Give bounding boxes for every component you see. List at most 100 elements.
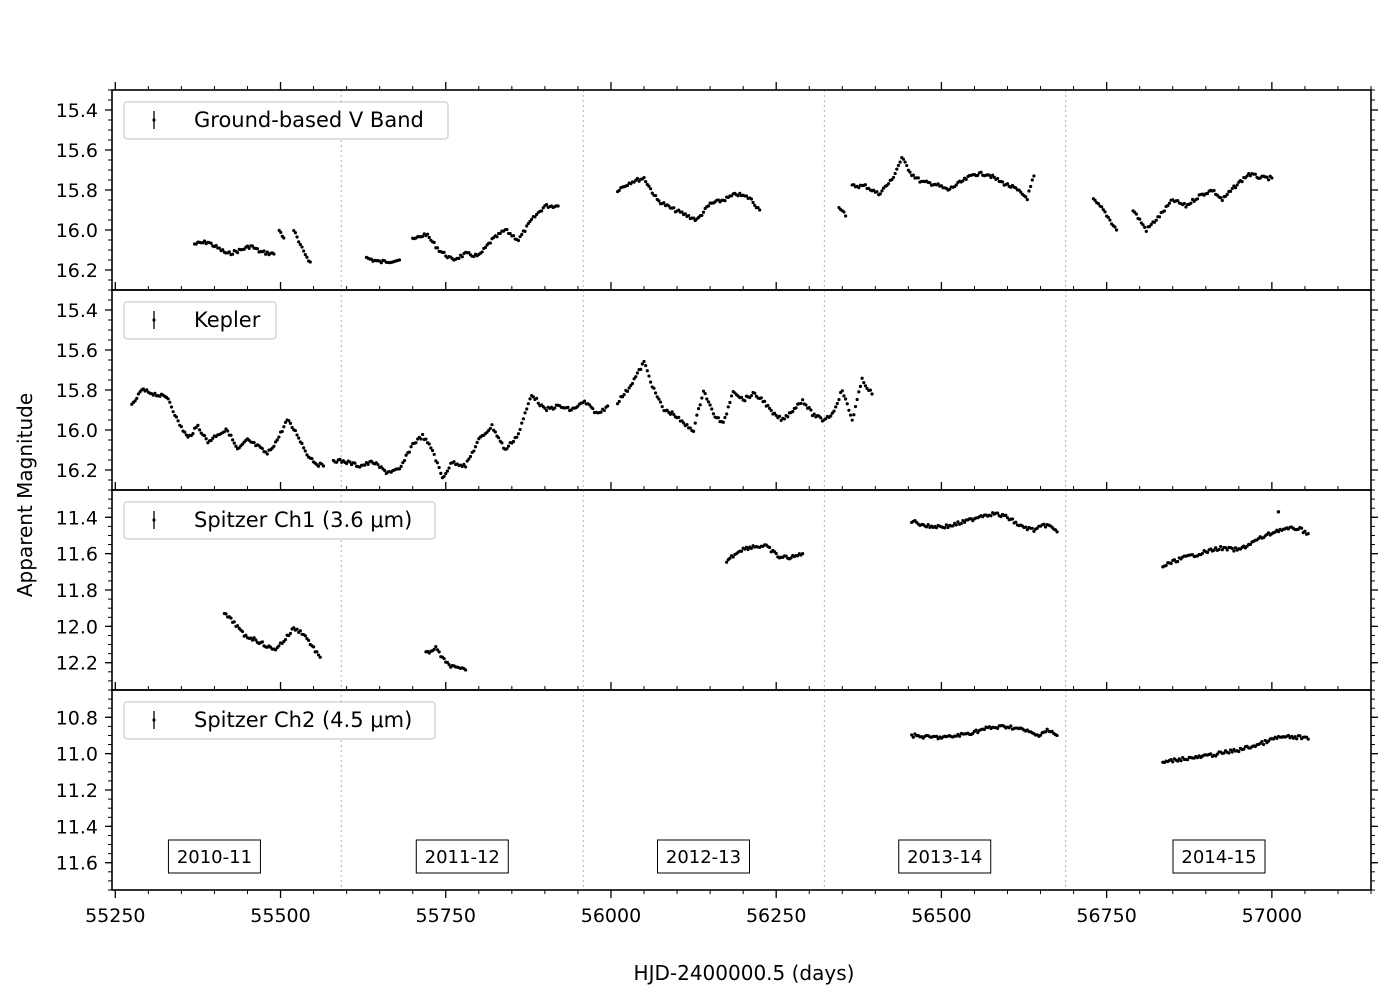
data-point (744, 545, 749, 549)
data-point (1030, 178, 1034, 182)
data-point (847, 408, 851, 412)
data-point (1000, 180, 1005, 184)
legend-point-marker (152, 718, 156, 722)
data-point (442, 250, 446, 255)
data-point (1114, 228, 1119, 232)
y-tick-label: 16.0 (56, 420, 98, 442)
data-point (615, 402, 620, 406)
series-points (130, 359, 874, 480)
data-point (1005, 182, 1010, 186)
data-point (756, 205, 760, 210)
data-point (425, 232, 430, 236)
data-point (746, 547, 750, 552)
data-point (1189, 201, 1193, 205)
data-point (234, 444, 238, 448)
data-point (868, 388, 872, 392)
x-tick-label: 56750 (1076, 905, 1136, 927)
data-point (706, 400, 711, 404)
y-tick-label: 15.8 (56, 380, 98, 402)
data-point (1248, 542, 1252, 547)
data-point (202, 434, 207, 438)
data-point (1298, 734, 1302, 738)
x-tick-label: 55250 (85, 905, 145, 927)
data-point (202, 239, 207, 243)
data-point (956, 520, 960, 524)
data-point (845, 402, 849, 406)
data-point (857, 186, 861, 190)
data-point (834, 405, 838, 409)
data-point (505, 227, 509, 232)
data-point (442, 656, 446, 661)
y-tick-label: 11.6 (56, 544, 98, 566)
data-point (209, 241, 213, 245)
data-point (227, 250, 231, 254)
data-point (862, 381, 866, 385)
y-tick-label: 10.8 (56, 707, 98, 729)
data-point (153, 391, 157, 395)
data-point (819, 416, 823, 420)
data-point (1106, 215, 1110, 219)
data-point (292, 626, 296, 630)
data-point (1220, 198, 1224, 203)
data-point (191, 432, 195, 436)
data-point (1222, 751, 1226, 755)
data-point (430, 448, 435, 453)
data-point (739, 395, 744, 399)
data-point (625, 183, 630, 188)
data-point (591, 407, 595, 411)
x-axis-title: HJD-2400000.5 (days) (634, 961, 855, 985)
data-point (255, 247, 259, 251)
data-point (442, 474, 446, 479)
data-point (976, 731, 980, 735)
data-point (645, 369, 649, 373)
data-point (1232, 549, 1236, 553)
data-point (688, 426, 692, 430)
data-point (497, 436, 501, 440)
data-point (700, 213, 704, 218)
data-point (1230, 186, 1234, 191)
season-label: 2014-15 (1172, 839, 1266, 874)
data-point (1055, 530, 1059, 534)
data-point (837, 398, 841, 402)
data-point (209, 438, 213, 443)
data-point (1217, 547, 1221, 552)
data-point (653, 194, 658, 198)
data-point (1014, 520, 1018, 524)
data-point (250, 638, 255, 642)
data-point (1215, 752, 1219, 756)
data-point (272, 252, 276, 256)
data-point (1260, 740, 1264, 744)
data-point (231, 438, 235, 442)
data-point (766, 403, 770, 408)
data-point (553, 406, 557, 410)
data-point (1270, 176, 1274, 180)
season-label-box (1172, 839, 1266, 874)
data-point (288, 631, 293, 636)
data-point (799, 401, 803, 406)
data-point (850, 418, 854, 422)
data-point (544, 203, 549, 207)
data-point (488, 241, 492, 245)
legend: Spitzer Ch1 (3.6 μm) (123, 501, 436, 540)
data-point (427, 235, 431, 240)
data-point (399, 464, 403, 468)
data-point (244, 633, 248, 637)
panel-frame (111, 289, 1372, 491)
data-point (725, 560, 729, 564)
data-point (1212, 548, 1216, 552)
data-point (812, 412, 816, 416)
data-point (133, 399, 137, 403)
data-point (437, 650, 441, 654)
data-point (217, 246, 221, 250)
data-point (824, 417, 828, 421)
legend-box (123, 701, 436, 740)
data-point (759, 396, 763, 400)
data-point (957, 734, 962, 738)
data-point (726, 405, 730, 409)
data-point (911, 173, 915, 177)
data-point (1096, 202, 1100, 206)
legend: Ground-based V Band (123, 101, 449, 140)
y-tick-label: 11.6 (56, 853, 98, 875)
data-point (979, 170, 983, 174)
data-point (1042, 522, 1046, 526)
